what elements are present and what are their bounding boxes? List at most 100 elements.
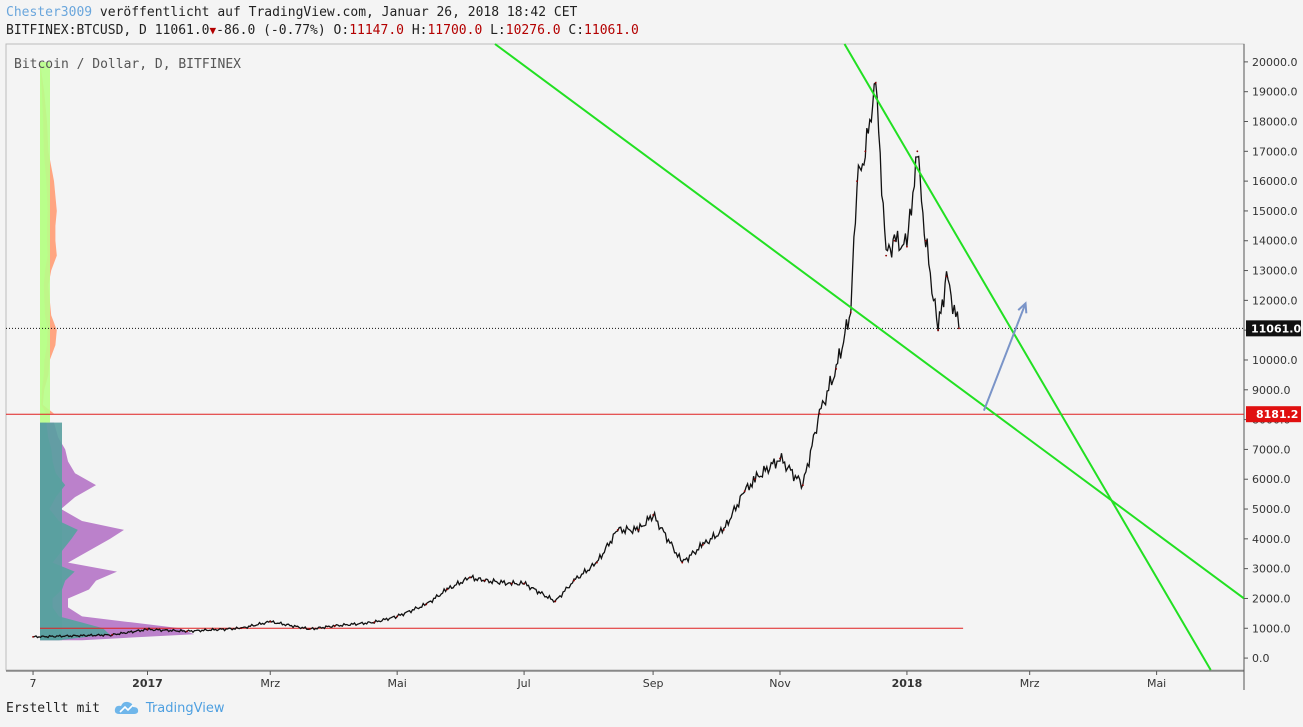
price-point: [396, 615, 399, 618]
x-tick-label: Mai: [1147, 677, 1166, 690]
author-link[interactable]: Chester3009: [6, 5, 93, 20]
price-point: [240, 627, 243, 630]
price-point: [111, 633, 114, 636]
y-tick-label: 17000.0: [1252, 145, 1298, 158]
price-point: [308, 628, 311, 631]
price-point: [864, 150, 867, 153]
arrow-head[interactable]: [1017, 301, 1028, 314]
price-point: [554, 600, 557, 603]
price-point: [885, 254, 888, 257]
vp-teal-block: [40, 422, 62, 641]
x-tick-label: Nov: [769, 677, 791, 690]
price-point: [849, 311, 852, 314]
high-label: H:: [411, 23, 428, 38]
low-label: L:: [490, 23, 506, 38]
price-point: [446, 588, 449, 591]
price-point: [510, 582, 513, 585]
x-tick-label: Jul: [516, 677, 530, 690]
price-series: [32, 81, 960, 639]
tradingview-brand-link[interactable]: TradingView: [145, 700, 225, 716]
price-point: [906, 245, 908, 248]
footer: Erstellt mit TradingView: [6, 700, 224, 716]
y-tick-label: 20000.0: [1252, 56, 1298, 69]
arrow-annotation[interactable]: [982, 301, 1028, 412]
price-point: [856, 180, 858, 183]
price-point: [637, 528, 640, 531]
price-point: [818, 412, 821, 415]
x-tick-label: Mai: [388, 677, 407, 690]
made-with-text: Erstellt mit: [6, 700, 100, 716]
volume-profile: [40, 61, 194, 641]
chart-header-line1: Chester3009 veröffentlicht auf TradingVi…: [6, 5, 577, 20]
price-point: [702, 543, 704, 546]
y-tick-label: 12000.0: [1252, 294, 1298, 307]
price-point: [779, 457, 781, 460]
last-price-tag-label: 11061.0: [1251, 322, 1301, 335]
price-point: [801, 484, 804, 487]
change-value: -86.0 (-0.77%): [216, 23, 326, 38]
price-point: [722, 528, 725, 531]
trendline-1[interactable]: [494, 43, 1245, 600]
y-tick-label: 7000.0: [1252, 443, 1291, 456]
price-point: [652, 514, 654, 516]
price-point: [945, 275, 948, 278]
tradingview-cloud-icon: [114, 701, 139, 714]
x-tick-label: 7: [30, 677, 37, 690]
price-point: [743, 490, 746, 493]
y-tick-label: 5000.0: [1252, 503, 1291, 516]
price-point: [835, 368, 838, 370]
symbol-label: BITFINEX:BTCUSD, D: [6, 23, 155, 38]
y-tick-label: 10000.0: [1252, 354, 1298, 367]
x-axis[interactable]: 7 2017 Mrz Mai Jul Sep Nov 2018 Mrz Mai: [30, 671, 1167, 690]
chart-title: Bitcoin / Dollar, D, BITFINEX: [14, 57, 241, 72]
price-point: [924, 239, 927, 242]
price-point: [483, 579, 486, 582]
y-tick-label: 1000.0: [1252, 622, 1291, 635]
y-tick-label: 3000.0: [1252, 563, 1291, 576]
high-value: 11700.0: [427, 23, 483, 38]
vp-lower-total: [40, 422, 194, 641]
down-triangle-icon: ▼: [209, 24, 217, 37]
price-point: [573, 579, 575, 582]
y-tick-label: 0.0: [1252, 652, 1270, 665]
last-price-tag: [1246, 320, 1301, 337]
vp-green-block: [40, 61, 50, 423]
arrow-shaft[interactable]: [982, 302, 1027, 412]
price-point: [681, 561, 684, 564]
x-tick-label: Mrz: [260, 677, 280, 690]
y-tick-label: 15000.0: [1252, 205, 1298, 218]
last-value: 11061.0: [154, 23, 210, 38]
price-point: [269, 620, 272, 623]
trendlines[interactable]: [494, 43, 1245, 671]
price-point: [616, 528, 619, 531]
price-point: [32, 636, 34, 638]
trendline-2[interactable]: [843, 43, 1212, 671]
y-tick-label: 18000.0: [1252, 116, 1298, 129]
x-tick-label: 2017: [132, 677, 163, 690]
price-point: [523, 582, 525, 585]
published-text: veröffentlicht auf TradingView.com, Janu…: [92, 5, 578, 20]
y-axis[interactable]: 0.0 1000.0 2000.0 3000.0 4000.0 5000.0 6000.0 7…: [1244, 56, 1301, 665]
y-tick-label: 6000.0: [1252, 473, 1291, 486]
y-tick-label: 4000.0: [1252, 533, 1291, 546]
price-point: [874, 81, 877, 84]
close-value: 11061.0: [584, 23, 639, 38]
price-point: [916, 150, 919, 153]
open-value: 11147.0: [349, 23, 404, 38]
y-tick-label: 19000.0: [1252, 86, 1298, 99]
x-tick-label: Sep: [643, 677, 664, 690]
price-point: [754, 478, 756, 481]
price-point: [469, 576, 471, 579]
chart-header-line2: BITFINEX:BTCUSD, D 11061.0▼-86.0 (-0.77%…: [6, 23, 639, 38]
price-point: [373, 621, 376, 624]
price-point: [425, 603, 428, 606]
y-tick-label: 13000.0: [1252, 265, 1298, 278]
plot-area: [5, 43, 1245, 671]
open-label: O:: [333, 23, 350, 38]
level-tag-label: 8181.2: [1256, 408, 1298, 421]
close-label: C:: [568, 23, 585, 38]
x-tick-label: Mrz: [1020, 677, 1040, 690]
price-point: [186, 630, 188, 633]
x-tick-label: 2018: [892, 677, 923, 690]
